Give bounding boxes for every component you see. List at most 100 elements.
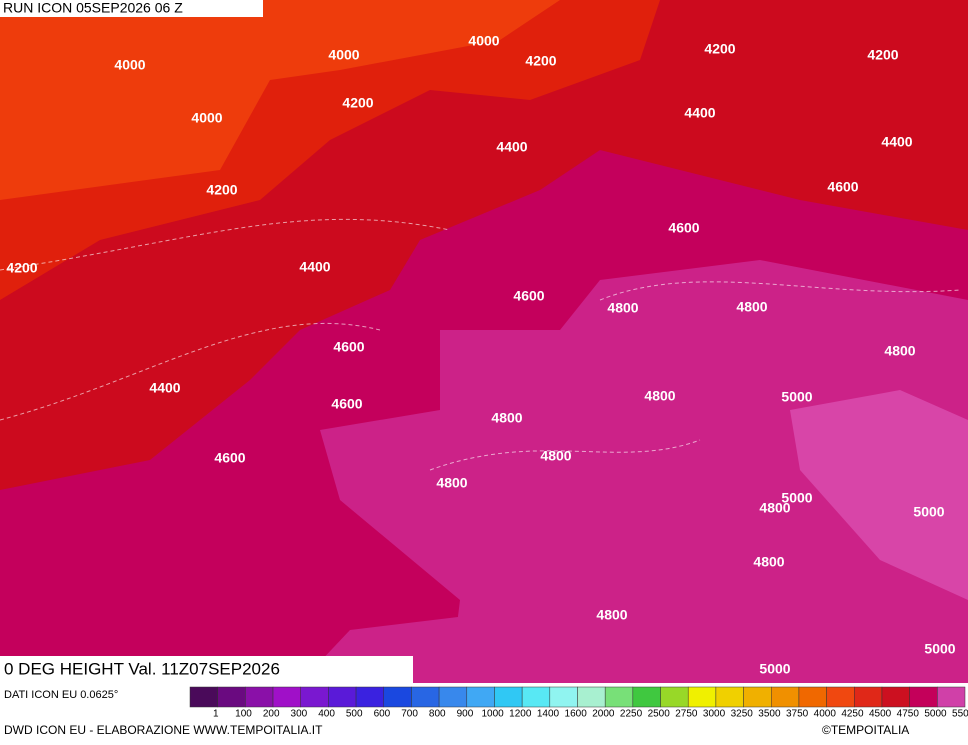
contour-line	[0, 218, 961, 471]
contour-label: 4000	[191, 110, 222, 126]
legend-swatch	[715, 686, 744, 708]
legend-label: 3000	[703, 709, 726, 720]
legend-swatch	[411, 686, 440, 708]
contour-label: 4600	[331, 396, 362, 412]
contour-label: 5000	[781, 490, 812, 506]
legend-swatch	[494, 686, 523, 708]
legend-swatch	[687, 686, 717, 708]
contour-label: 5000	[913, 504, 944, 520]
contour-label: 4200	[6, 260, 37, 276]
legend-swatch	[217, 686, 246, 708]
legend-label: 1400	[537, 709, 560, 720]
legend-label: 200	[263, 709, 280, 720]
contour-label: 4000	[114, 57, 145, 73]
legend-swatch	[549, 686, 578, 708]
legend-label: 1	[213, 709, 219, 720]
legend-swatch	[438, 686, 468, 708]
contour-label: 4600	[513, 288, 544, 304]
legend-swatch	[383, 686, 412, 708]
header-box	[0, 0, 263, 17]
legend-label: 600	[374, 709, 391, 720]
region	[320, 260, 968, 683]
legend-label: 3250	[731, 709, 754, 720]
contour-label: 4400	[299, 259, 330, 275]
legend-swatch	[577, 686, 606, 708]
contour-label: 4800	[884, 343, 915, 359]
legend-swatch	[245, 686, 274, 708]
region	[790, 390, 968, 600]
contour-label: 4800	[436, 475, 467, 491]
legend-label: 300	[291, 709, 308, 720]
legend-label: 900	[457, 709, 474, 720]
legend-label: 2000	[592, 709, 615, 720]
legend-swatch	[937, 686, 966, 708]
legend-label: 5500	[952, 709, 968, 720]
contour-label: 4200	[206, 182, 237, 198]
legend-swatch	[854, 686, 883, 708]
legend-label: 1600	[565, 709, 588, 720]
contour-label: 4000	[328, 47, 359, 63]
legend-swatch	[466, 686, 495, 708]
contour-label: 4200	[704, 41, 735, 57]
legend-swatch	[660, 686, 689, 708]
legend-swatch	[881, 686, 910, 708]
footer-right: ©TEMPOITALIA	[822, 723, 909, 737]
legend-swatch	[328, 686, 357, 708]
contour-label: 4400	[684, 105, 715, 121]
contour-label: 4200	[525, 53, 556, 69]
contour-label: 4400	[496, 139, 527, 155]
legend-swatch	[743, 686, 772, 708]
legend-label: 2750	[675, 709, 698, 720]
contour-label: 4400	[149, 380, 180, 396]
legend-label: 3500	[758, 709, 781, 720]
footer-left: DWD ICON EU - ELABORAZIONE WWW.TEMPOITAL…	[4, 723, 323, 737]
legend-swatch	[798, 686, 827, 708]
region	[300, 600, 968, 683]
region	[0, 0, 560, 200]
contour-label: 4800	[644, 388, 675, 404]
legend-swatch	[300, 686, 329, 708]
contour-label: 4800	[540, 448, 571, 464]
legend-swatch	[771, 686, 800, 708]
contour-label: 4800	[753, 554, 784, 570]
legend-label: 100	[235, 709, 252, 720]
contour-label: 4800	[596, 607, 627, 623]
legend-label: 700	[401, 709, 418, 720]
contour-label: 4600	[668, 220, 699, 236]
contour-label: 4800	[607, 300, 638, 316]
field-box	[0, 656, 413, 683]
contour-label: 4200	[867, 47, 898, 63]
legend-label: 800	[429, 709, 446, 720]
field-title: 0 DEG HEIGHT Val. 11Z07SEP2026	[4, 659, 280, 678]
legend-swatch	[909, 686, 938, 708]
contour-label: 4800	[736, 299, 767, 315]
legend-swatch	[355, 686, 385, 708]
contour-label: 4600	[333, 339, 364, 355]
legend-label: 4750	[897, 709, 920, 720]
legend-label: 500	[346, 709, 363, 720]
contour-label: 5000	[781, 389, 812, 405]
contour-label: 4800	[491, 410, 522, 426]
legend-label: 4000	[814, 709, 837, 720]
legend-label: 1000	[482, 709, 505, 720]
legend-label: 400	[318, 709, 335, 720]
legend-swatch	[826, 686, 855, 708]
contour-label: 4600	[827, 179, 858, 195]
contour-label: 4000	[468, 33, 499, 49]
legend-label: 4250	[841, 709, 864, 720]
source: DATI ICON EU 0.0625°	[4, 689, 118, 701]
legend-swatch	[189, 686, 218, 708]
contour-label: 4200	[342, 95, 373, 111]
legend-label: 1200	[509, 709, 532, 720]
legend-swatch	[604, 686, 634, 708]
contour-label: 5000	[924, 641, 955, 657]
legend-label: 5000	[924, 709, 947, 720]
contour-label: 4800	[759, 500, 790, 516]
legend-swatch	[632, 686, 661, 708]
legend-swatch	[272, 686, 301, 708]
contour-label: 4600	[214, 450, 245, 466]
legend-swatch	[521, 686, 551, 708]
legend-label: 2500	[648, 709, 671, 720]
